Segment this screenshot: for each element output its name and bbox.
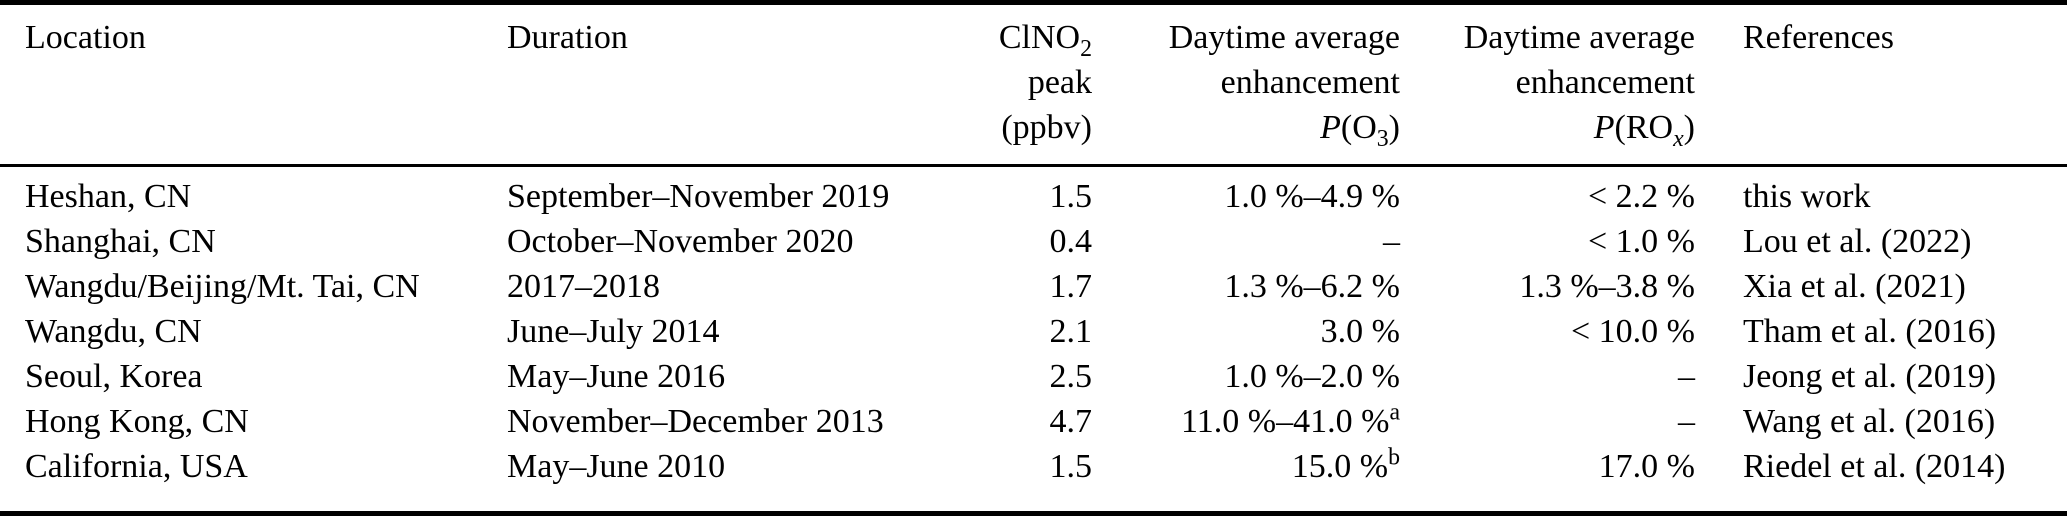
cell-location: Hong Kong, CN — [25, 403, 249, 440]
header-line-enhancement: enhancement — [1515, 64, 1695, 101]
cell-duration: May–June 2016 — [507, 358, 726, 395]
cell-prox-enhancement: 1.3 %–3.8 % — [1519, 268, 1695, 305]
cell-location: Wangdu, CN — [25, 313, 202, 350]
table-body: Heshan, CN September–November 2019 1.5 1… — [0, 166, 2067, 514]
table-row: California, USA May–June 2010 1.5 15.0 %… — [0, 444, 2067, 514]
cell-duration: November–December 2013 — [507, 403, 884, 440]
clno2-formula: ClNO — [998, 19, 1081, 56]
cell-clno2-peak: 1.5 — [1049, 448, 1093, 485]
table-row: Heshan, CN September–November 2019 1.5 1… — [0, 166, 2067, 220]
cell-prox-enhancement: < 10.0 % — [1571, 313, 1695, 350]
prox-close: ) — [1683, 109, 1695, 146]
cell-prox-enhancement: < 2.2 % — [1588, 178, 1695, 215]
cell-prox-enhancement: – — [1678, 403, 1695, 440]
cell-po3-enhancement: 1.0 %–4.9 % — [1224, 178, 1400, 215]
clno2-subscript: 2 — [1080, 35, 1092, 62]
cell-duration: September–November 2019 — [507, 178, 890, 215]
cell-duration: 2017–2018 — [507, 268, 660, 305]
header-row: Location Duration ClNO2 peak (ppbv) Dayt… — [0, 2, 2067, 167]
table-row: Seoul, Korea May–June 2016 2.5 1.0 %–2.0… — [0, 354, 2067, 399]
italic-p: P — [1593, 109, 1615, 146]
cell-clno2-peak: 4.7 — [1049, 403, 1093, 440]
po3-subscript: 3 — [1376, 125, 1389, 152]
cell-prox-enhancement: 17.0 % — [1598, 448, 1695, 485]
cell-clno2-peak: 0.4 — [1049, 223, 1093, 260]
cell-duration: May–June 2010 — [507, 448, 726, 485]
po3-close: ) — [1388, 109, 1400, 146]
table-row: Wangdu, CN June–July 2014 2.1 3.0 % < 10… — [0, 309, 2067, 354]
cell-po3-enhancement: 11.0 %–41.0 %a — [1181, 399, 1400, 440]
cell-prox-enhancement: < 1.0 % — [1588, 223, 1695, 260]
header-line-po3-symbol: P(O3) — [1092, 105, 1400, 152]
cell-location: Heshan, CN — [25, 178, 192, 215]
cell-reference: Lou et al. (2022) — [1743, 223, 1972, 260]
table-row: Hong Kong, CN November–December 2013 4.7… — [0, 399, 2067, 444]
cell-clno2-peak: 1.7 — [1049, 268, 1093, 305]
header-line-formula: ClNO2 — [897, 15, 1092, 62]
cell-reference: Jeong et al. (2019) — [1743, 358, 1997, 395]
column-header-po3-enhancement: Daytime average enhancement P(O3) — [1092, 2, 1400, 167]
column-header-location: Location — [0, 2, 482, 167]
table-row: Shanghai, CN October–November 2020 0.4 –… — [0, 219, 2067, 264]
cell-duration: June–July 2014 — [507, 313, 720, 350]
cell-reference: this work — [1743, 178, 1871, 215]
footnote-marker: b — [1388, 444, 1400, 471]
cell-clno2-peak: 1.5 — [1049, 178, 1093, 215]
cell-location: Seoul, Korea — [25, 358, 203, 395]
cell-po3-enhancement: 3.0 % — [1320, 313, 1400, 350]
italic-p: P — [1320, 109, 1341, 146]
header-line-prox-symbol: P(ROx) — [1400, 105, 1695, 152]
cell-reference: Xia et al. (2021) — [1743, 268, 1966, 305]
column-header-references: References — [1695, 2, 2067, 167]
cell-reference: Tham et al. (2016) — [1743, 313, 1997, 350]
cell-location: California, USA — [25, 448, 248, 485]
cell-location: Shanghai, CN — [25, 223, 216, 260]
cell-po3-enhancement: 15.0 %b — [1291, 444, 1400, 485]
table-row: Wangdu/Beijing/Mt. Tai, CN 2017–2018 1.7… — [0, 264, 2067, 309]
header-line-peak: peak — [1027, 64, 1092, 101]
cell-reference: Wang et al. (2016) — [1743, 403, 1996, 440]
cell-po3-enhancement: 1.3 %–6.2 % — [1224, 268, 1400, 305]
column-header-clno2-peak: ClNO2 peak (ppbv) — [897, 2, 1092, 167]
header-line-daytime: Daytime average — [1168, 19, 1400, 56]
prox-open: (RO — [1614, 109, 1674, 146]
cell-clno2-peak: 2.1 — [1049, 313, 1093, 350]
header-line-unit: (ppbv) — [1001, 109, 1092, 146]
po3-open: (O — [1340, 109, 1377, 146]
prox-subscript: x — [1673, 125, 1684, 152]
cell-clno2-peak: 2.5 — [1049, 358, 1093, 395]
footnote-marker: a — [1389, 399, 1400, 426]
cell-po3-enhancement: – — [1383, 223, 1400, 260]
cell-duration: October–November 2020 — [507, 223, 854, 260]
table-header: Location Duration ClNO2 peak (ppbv) Dayt… — [0, 2, 2067, 167]
header-line-daytime: Daytime average — [1463, 19, 1695, 56]
cell-po3-enhancement: 1.0 %–2.0 % — [1224, 358, 1400, 395]
cell-prox-enhancement: – — [1678, 358, 1695, 395]
cell-reference: Riedel et al. (2014) — [1743, 448, 2006, 485]
header-line-enhancement: enhancement — [1220, 64, 1400, 101]
column-header-prox-enhancement: Daytime average enhancement P(ROx) — [1400, 2, 1695, 167]
cell-location: Wangdu/Beijing/Mt. Tai, CN — [25, 268, 420, 305]
column-header-duration: Duration — [482, 2, 897, 167]
